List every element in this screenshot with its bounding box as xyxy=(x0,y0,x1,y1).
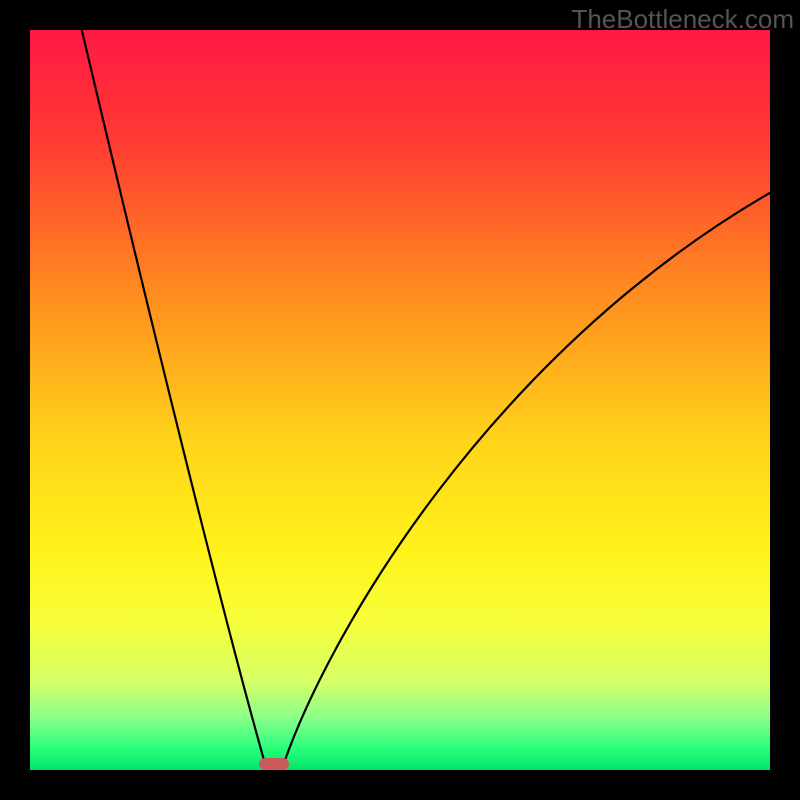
curve-right-branch xyxy=(282,193,770,770)
curve-left-branch xyxy=(82,30,267,770)
plot-area xyxy=(30,30,770,770)
chart-container: TheBottleneck.com xyxy=(0,0,800,800)
optimum-marker xyxy=(259,758,289,770)
bottleneck-curve xyxy=(30,30,770,770)
